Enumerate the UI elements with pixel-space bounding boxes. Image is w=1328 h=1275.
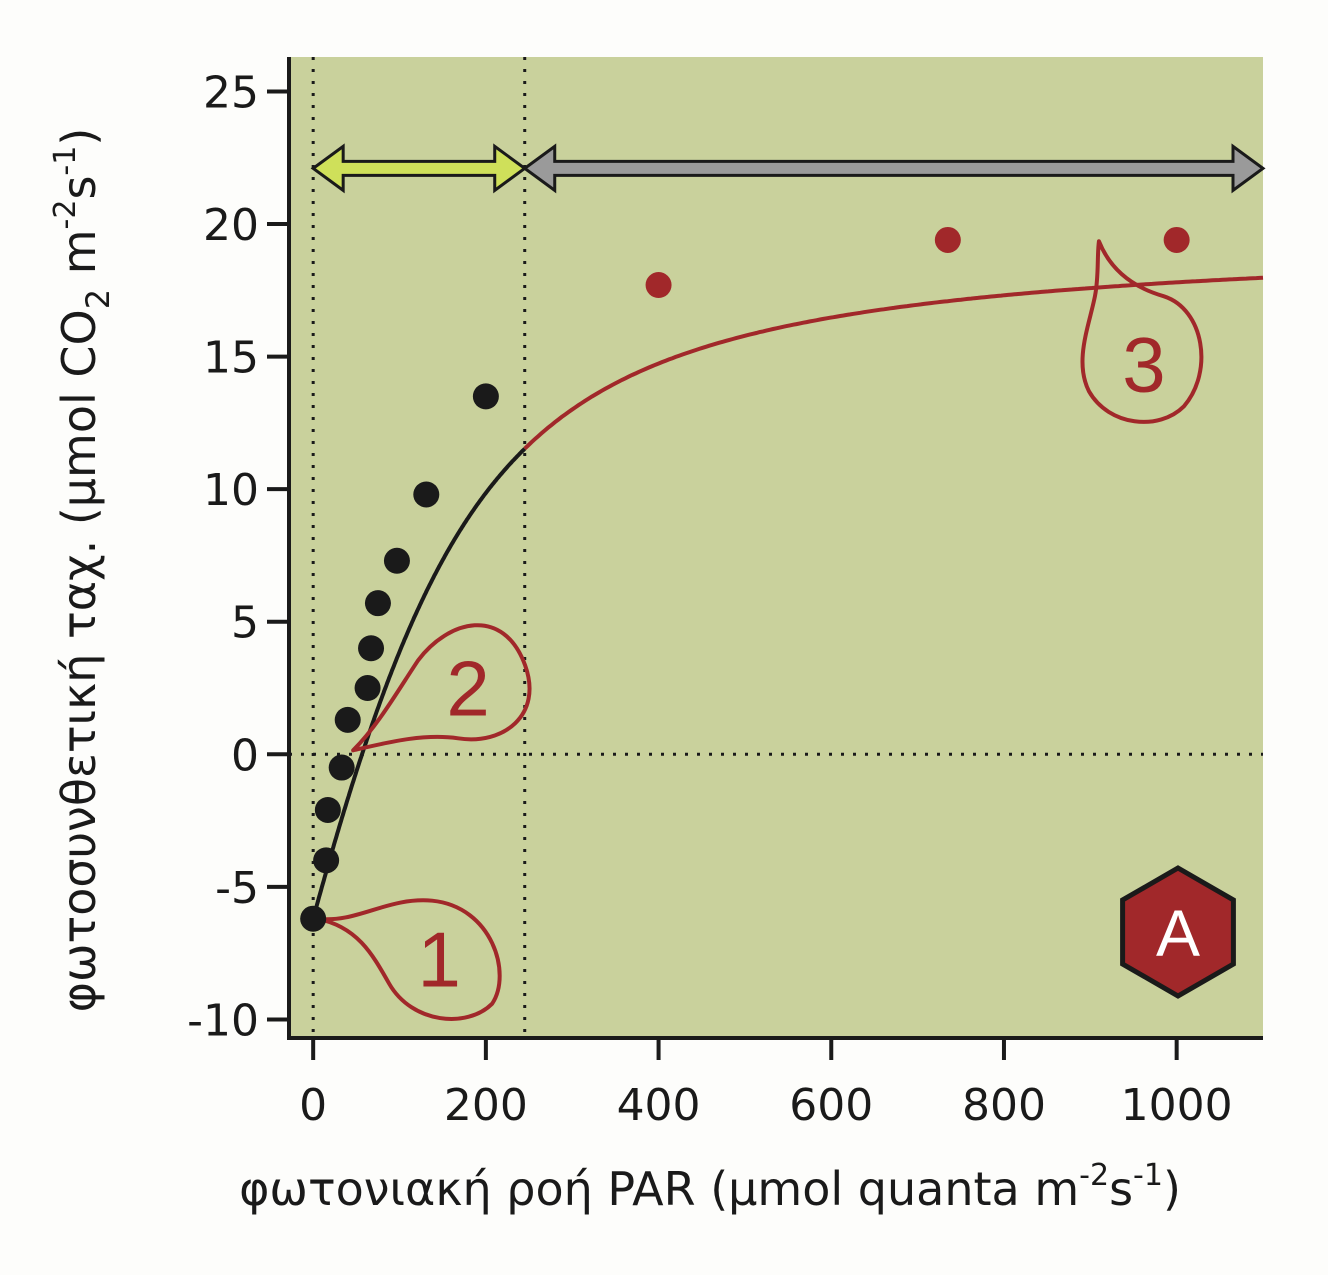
x-tick-label: 0 bbox=[299, 1080, 327, 1131]
y-tick-label: -10 bbox=[187, 995, 259, 1046]
curve-segment-limited bbox=[311, 447, 527, 920]
callout-2-label: 2 bbox=[446, 644, 489, 732]
callout-3-shape bbox=[1080, 239, 1204, 424]
x-tick-label: 600 bbox=[789, 1080, 873, 1131]
y-axis-title-end: ) bbox=[52, 128, 106, 146]
callouts: 1 2 3 bbox=[315, 239, 1204, 1021]
y-tick-label: 0 bbox=[231, 730, 259, 781]
x-tick-label: 400 bbox=[617, 1080, 701, 1131]
y-axis-title-sup2: -1 bbox=[48, 146, 83, 176]
callout-3-label: 3 bbox=[1122, 320, 1165, 408]
data-point-s1-8 bbox=[364, 590, 391, 617]
callout-1-shape bbox=[315, 898, 502, 1021]
data-point-s1-3 bbox=[314, 796, 341, 823]
callout-1-label: 1 bbox=[417, 916, 460, 1004]
badge-hexagon bbox=[1120, 865, 1236, 999]
axes: -10 -5 0 5 10 15 20 25 0 200 400 600 800 1000 bbox=[187, 57, 1263, 1131]
data-point-s1-2 bbox=[313, 847, 340, 874]
y-tick-label: 10 bbox=[203, 465, 259, 516]
x-axis-title-end: ) bbox=[1163, 1162, 1181, 1216]
y-tick-label: 25 bbox=[203, 67, 259, 118]
y-axis-title-main: φωτοσυνθετική ταχ. (μmol CO bbox=[52, 309, 106, 1012]
data-points bbox=[300, 226, 1190, 932]
y-axis-title: φωτοσυνθετική ταχ. (μmol CO2 m-2s-1) bbox=[48, 128, 117, 1013]
y-axis-title-sup1: -2 bbox=[48, 200, 83, 230]
data-point-s2-2 bbox=[934, 226, 961, 253]
data-point-s1-11 bbox=[472, 383, 499, 410]
x-axis-title: φωτονιακή ροή PAR (μmol quanta m-2s-1) bbox=[239, 1158, 1181, 1216]
y-tick-label: 15 bbox=[203, 333, 259, 384]
x-axis-title-mid: s bbox=[1109, 1162, 1133, 1216]
data-point-s1-1 bbox=[300, 905, 327, 932]
badge-label: A bbox=[1156, 896, 1200, 970]
y-axis-title-mid: m bbox=[52, 229, 106, 288]
range-arrows bbox=[310, 143, 1266, 194]
data-point-s1-10 bbox=[413, 481, 440, 508]
y-axis-title-mid2: s bbox=[52, 176, 106, 200]
x-axis-title-main: φωτονιακή ροή PAR (μmol quanta m bbox=[239, 1162, 1079, 1216]
x-tick-label: 200 bbox=[444, 1080, 528, 1131]
data-point-s1-5 bbox=[334, 706, 361, 733]
data-point-s1-6 bbox=[354, 675, 381, 702]
callout-2-shape bbox=[351, 623, 532, 753]
x-tick-label: 1000 bbox=[1121, 1080, 1233, 1131]
y-tick-label: -5 bbox=[215, 863, 259, 914]
x-tick-label: 800 bbox=[962, 1080, 1046, 1131]
x-axis-title-sup2: -1 bbox=[1133, 1158, 1163, 1193]
panel-badge: A bbox=[1120, 865, 1236, 999]
data-point-s1-7 bbox=[358, 635, 385, 662]
y-axis-title-sub: 2 bbox=[79, 289, 117, 309]
range-arrow-2 bbox=[522, 143, 1266, 194]
x-axis-title-sup1: -2 bbox=[1079, 1158, 1109, 1193]
data-point-s1-9 bbox=[383, 547, 410, 574]
plot-area bbox=[289, 57, 1263, 1038]
data-point-s2-3 bbox=[1163, 226, 1190, 253]
data-point-s1-4 bbox=[328, 754, 355, 781]
y-tick-label: 20 bbox=[203, 200, 259, 251]
data-point-s2-1 bbox=[645, 272, 672, 299]
y-tick-label: 5 bbox=[231, 598, 259, 649]
reference-lines bbox=[289, 57, 1263, 1038]
